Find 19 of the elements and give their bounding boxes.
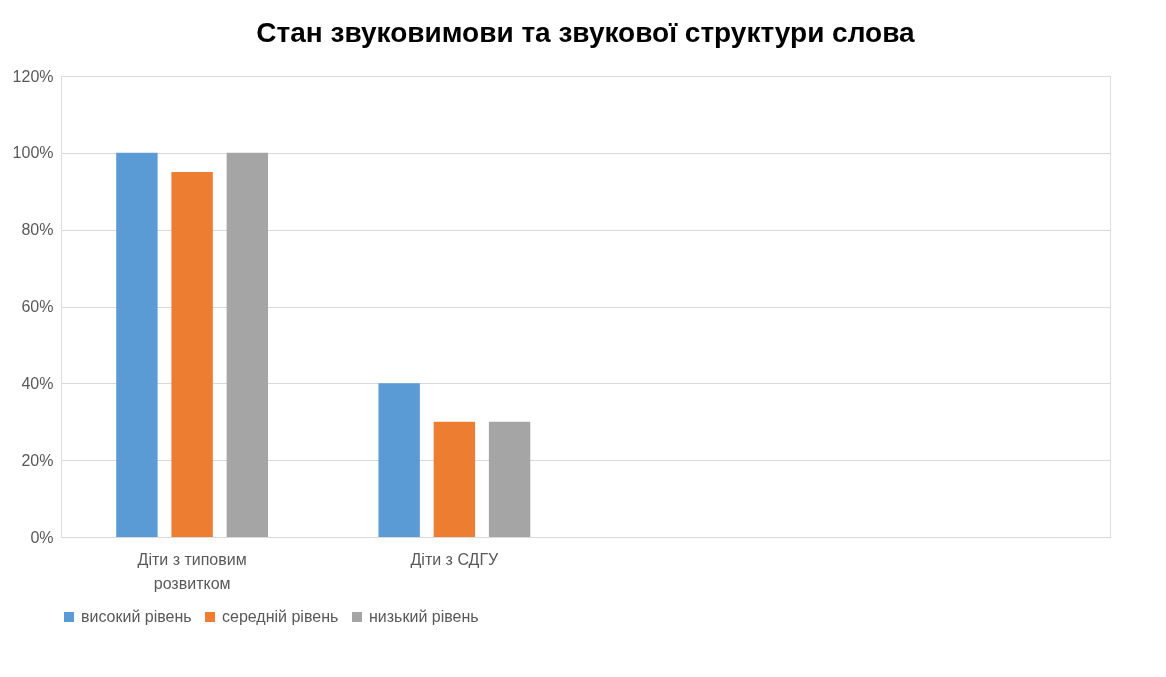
y-tick-label: 80% <box>21 221 54 239</box>
bar <box>488 421 531 537</box>
chart-title: Стан звуковимови та звукової структури слова <box>256 17 916 48</box>
y-tick-label: 120% <box>12 67 54 85</box>
y-tick-label: 40% <box>21 374 54 392</box>
legend-label: низький рівень <box>369 608 479 625</box>
y-tick-label: 20% <box>21 451 54 469</box>
bar <box>226 152 269 537</box>
x-tick-label: Діти з СДГУ <box>410 550 500 568</box>
bar <box>171 172 213 537</box>
x-tick-label: Діти з типовим розвитком <box>137 550 247 592</box>
y-tick-label: 60% <box>21 298 54 315</box>
legend-label: високий рівень <box>81 608 192 625</box>
bar <box>116 152 158 537</box>
y-tick-label: 100% <box>12 144 54 162</box>
bar <box>433 421 476 537</box>
bar <box>378 383 420 537</box>
legend-label: середній рівень <box>222 608 339 625</box>
y-tick-label: 0% <box>30 528 54 546</box>
